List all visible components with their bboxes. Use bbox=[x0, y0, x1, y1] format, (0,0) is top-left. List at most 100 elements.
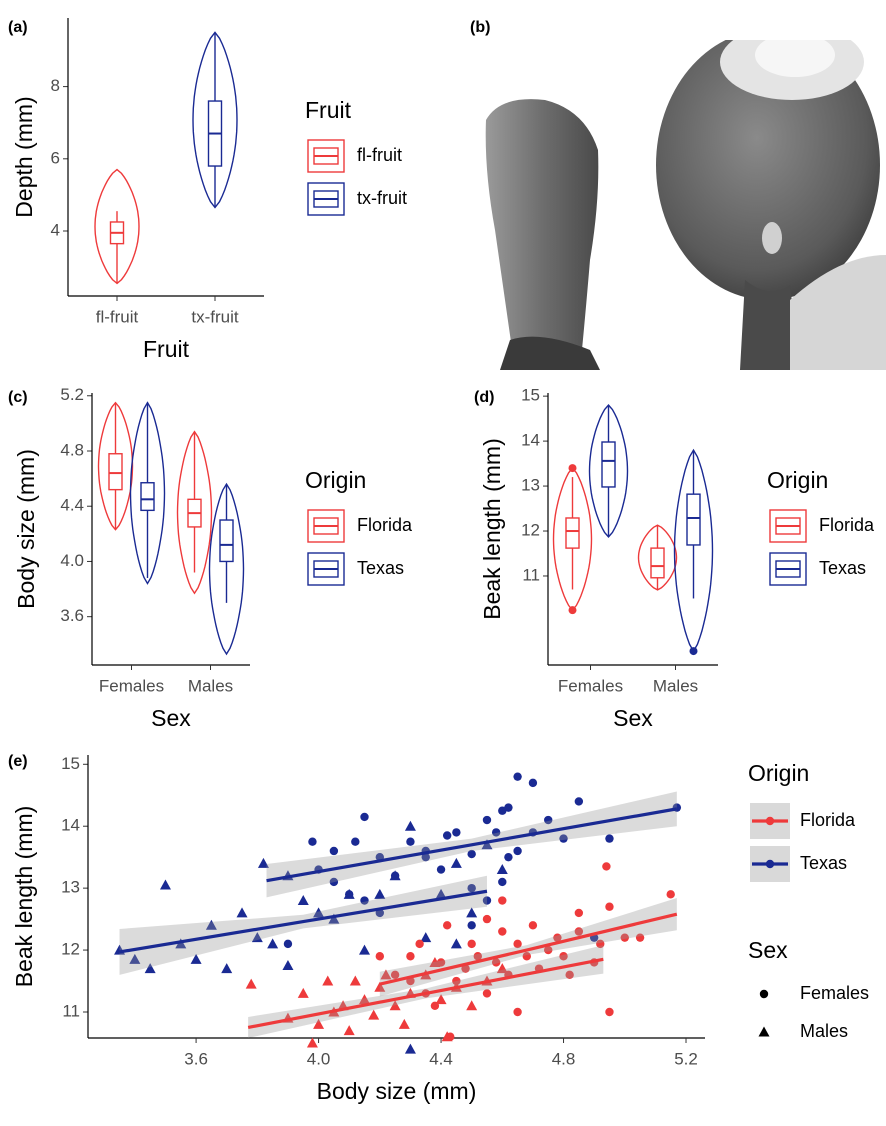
x-tick-label: fl-fruit bbox=[96, 307, 139, 326]
x-tick-label: 4.8 bbox=[552, 1049, 576, 1068]
point bbox=[343, 1025, 355, 1036]
legend-label: Florida bbox=[800, 810, 856, 830]
point bbox=[602, 862, 611, 871]
legend-title: Origin bbox=[748, 760, 809, 786]
point bbox=[450, 938, 462, 949]
x-tick-label: 4.4 bbox=[429, 1049, 453, 1068]
point bbox=[421, 852, 430, 862]
y-tick-label: 11 bbox=[522, 565, 540, 584]
point bbox=[504, 852, 513, 862]
y-tick-label: 12 bbox=[61, 940, 80, 959]
x-axis-title: Sex bbox=[151, 705, 191, 731]
point bbox=[491, 828, 501, 837]
point bbox=[441, 1031, 453, 1042]
fit-line bbox=[119, 889, 488, 954]
legend-key bbox=[307, 139, 345, 173]
point bbox=[329, 846, 339, 856]
point bbox=[574, 797, 584, 806]
legend-label: Males bbox=[800, 1021, 848, 1041]
panel-label: (a) bbox=[8, 19, 28, 36]
point bbox=[596, 939, 605, 949]
y-tick-label: 13 bbox=[521, 476, 540, 495]
legend-label: Females bbox=[800, 983, 869, 1003]
fit-line bbox=[266, 807, 678, 883]
x-tick-label: Females bbox=[558, 676, 623, 695]
point bbox=[513, 939, 522, 949]
outlier bbox=[568, 606, 577, 615]
box bbox=[565, 517, 580, 549]
point bbox=[528, 921, 538, 930]
legend-title: Sex bbox=[748, 937, 788, 963]
legend-key bbox=[307, 552, 345, 586]
y-tick-label: 12 bbox=[521, 521, 540, 540]
photo bbox=[462, 40, 886, 370]
point bbox=[251, 932, 263, 943]
x-tick-label: Females bbox=[99, 676, 164, 695]
point bbox=[429, 956, 441, 967]
point bbox=[144, 963, 156, 974]
point bbox=[406, 837, 415, 846]
point bbox=[374, 888, 386, 899]
point bbox=[267, 938, 279, 949]
violin bbox=[94, 168, 140, 285]
outlier bbox=[689, 647, 698, 656]
point bbox=[159, 879, 171, 890]
point bbox=[461, 964, 470, 973]
y-axis-title: Beak length (mm) bbox=[479, 438, 505, 620]
point bbox=[351, 837, 360, 846]
x-tick-label: tx-fruit bbox=[191, 307, 239, 326]
y-tick-label: 15 bbox=[521, 386, 540, 405]
point bbox=[306, 1037, 318, 1048]
point bbox=[420, 932, 432, 943]
point bbox=[544, 945, 553, 955]
point bbox=[565, 970, 574, 980]
point bbox=[605, 1007, 614, 1017]
point bbox=[620, 933, 629, 942]
legend-key bbox=[769, 552, 807, 586]
point bbox=[481, 839, 493, 850]
point bbox=[415, 939, 424, 949]
point bbox=[496, 864, 508, 875]
y-tick-label: 14 bbox=[521, 431, 540, 450]
point bbox=[380, 969, 392, 980]
legend-label: Texas bbox=[819, 558, 866, 578]
y-tick-label: 15 bbox=[61, 754, 80, 773]
point bbox=[129, 953, 141, 964]
point bbox=[482, 815, 492, 825]
point bbox=[313, 1018, 325, 1029]
x-tick-label: 5.2 bbox=[674, 1049, 698, 1068]
point bbox=[467, 849, 476, 859]
x-axis-title: Body size (mm) bbox=[317, 1078, 477, 1104]
point bbox=[666, 890, 675, 899]
legend-label: Texas bbox=[800, 853, 847, 873]
point bbox=[375, 952, 385, 961]
point bbox=[605, 902, 614, 911]
point bbox=[368, 1009, 380, 1020]
point bbox=[221, 963, 233, 974]
point bbox=[283, 939, 293, 949]
point bbox=[328, 913, 340, 924]
point bbox=[343, 888, 355, 899]
point bbox=[406, 952, 415, 961]
y-tick-label: 4 bbox=[51, 220, 60, 239]
point bbox=[404, 1043, 416, 1054]
point bbox=[359, 994, 371, 1005]
legend-label: Florida bbox=[357, 515, 413, 535]
point bbox=[360, 812, 369, 822]
confidence-band bbox=[119, 875, 487, 975]
point bbox=[467, 939, 476, 949]
violin bbox=[208, 482, 245, 656]
y-tick-label: 4.8 bbox=[60, 440, 84, 459]
point bbox=[553, 933, 562, 942]
point bbox=[491, 958, 501, 967]
legend-key bbox=[307, 182, 345, 216]
box bbox=[601, 441, 616, 488]
point bbox=[349, 975, 361, 986]
point bbox=[635, 933, 645, 942]
legend-title: Origin bbox=[767, 467, 828, 493]
x-tick-label: Males bbox=[653, 676, 698, 695]
legend-title: Fruit bbox=[305, 97, 352, 123]
point bbox=[297, 895, 309, 906]
point bbox=[389, 1000, 401, 1011]
